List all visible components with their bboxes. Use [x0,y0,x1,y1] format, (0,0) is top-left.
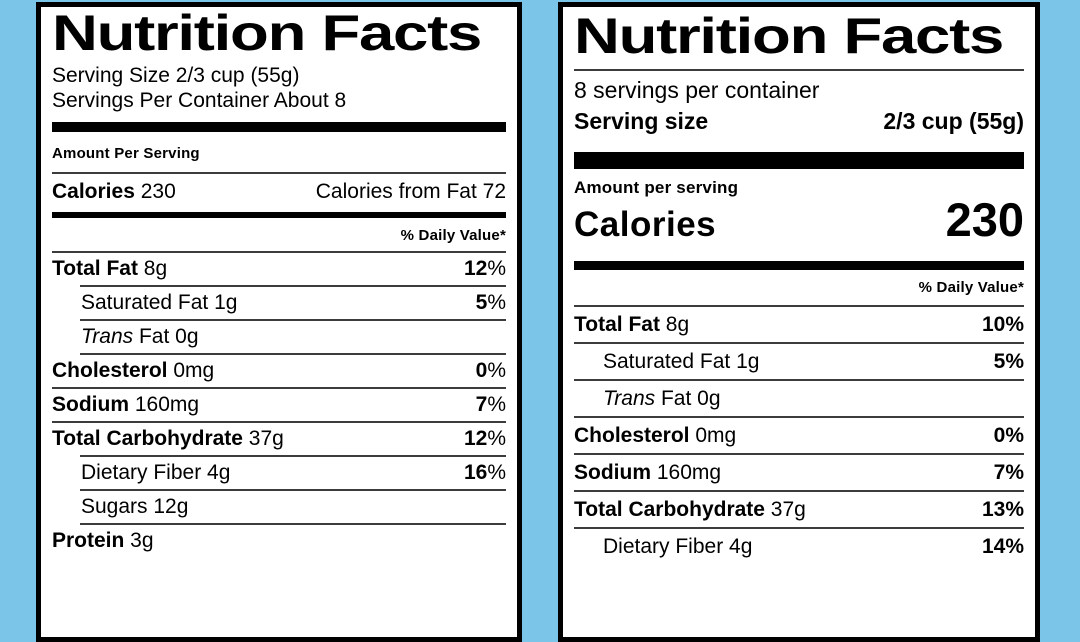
new-calories-label: Calories [574,205,717,244]
hairline-divider [52,172,506,174]
old-calories-row: Calories 230 Calories from Fat 72 [52,174,506,211]
nutrient-name: Saturated Fat 1g [603,349,760,373]
nutrient-name: Trans Fat 0g [81,325,199,348]
nutrient-name: Dietary Fiber 4g [603,534,753,558]
nutrient-name: Dietary Fiber 4g [81,461,231,484]
nutrient-row: Sodium 160mg 7% [574,455,1024,490]
medium-divider [574,261,1024,270]
nutrient-row: Trans Fat 0g [52,321,506,353]
old-serving-size-line: Serving Size 2/3 cup (55g) [52,64,300,87]
nutrient-hairline-divider [574,342,1024,344]
old-nutrition-label-panel: Nutrition Facts Serving Size 2/3 cup (55… [36,2,522,642]
new-calories-value: 230 [945,193,1024,246]
nutrient-row: Cholesterol 0mg 0% [574,418,1024,453]
nutrient-name: Total Fat 8g [52,257,168,280]
nutrient-name: Total Carbohydrate 37g [52,427,284,450]
hairline-divider [574,305,1024,307]
old-calories-label: Calories [52,180,135,203]
nutrient-hairline-divider [80,285,506,287]
daily-value-percent: 0% [475,359,506,382]
old-label-title: Nutrition Facts [52,5,482,61]
nutrient-row: Sugars 12g [52,491,506,523]
daily-value-percent: 12% [463,427,506,450]
nutrient-name: Cholesterol 0mg [52,359,215,382]
medium-divider [52,212,506,218]
old-nutrient-rows: Total Fat 8g 12% Saturated Fat 1g 5% Trans F… [52,253,506,557]
nutrient-row: Dietary Fiber 4g 16% [52,457,506,489]
nutrient-name: Trans Fat 0g [603,386,721,410]
nutrient-hairline-divider [574,527,1024,529]
nutrient-name: Cholesterol 0mg [574,423,737,447]
nutrient-row: Cholesterol 0mg 0% [52,355,506,387]
nutrient-hairline-divider [574,490,1024,492]
nutrient-hairline-divider [52,421,506,423]
daily-value-percent: 10% [981,312,1024,336]
nutrient-name: Sodium 160mg [574,460,722,484]
nutrient-hairline-divider [80,523,506,525]
nutrient-hairline-divider [574,379,1024,381]
old-servings-per-container-line: Servings Per Container About 8 [52,89,347,112]
nutrient-name: Total Fat 8g [574,312,690,336]
old-calories-value: 230 [140,180,176,203]
new-nutrition-label-panel: Nutrition Facts 8 servings per container… [558,2,1040,642]
new-serving-size-label: Serving size [574,108,709,134]
daily-value-percent: 0% [993,423,1024,447]
nutrient-name: Sugars 12g [81,495,189,518]
daily-value-percent: 7% [475,393,506,416]
daily-value-percent: 14% [981,534,1024,558]
old-amount-per-serving-label: Amount Per Serving [52,145,200,162]
new-label-title: Nutrition Facts [574,8,1004,64]
nutrient-row: Total Fat 8g 10% [574,307,1024,342]
new-nutrient-rows: Total Fat 8g 10% Saturated Fat 1g 5% Trans F… [574,307,1024,564]
new-daily-value-header: % Daily Value* [918,279,1024,296]
nutrient-row: Trans Fat 0g [574,381,1024,416]
nutrient-row: Total Carbohydrate 37g 12% [52,423,506,455]
old-calories-text: Calories 230 [52,180,176,204]
nutrient-hairline-divider [80,489,506,491]
daily-value-percent: 16% [463,461,506,484]
extra-thick-divider [574,152,1024,169]
thick-divider [52,122,506,132]
nutrient-name: Total Carbohydrate 37g [574,497,806,521]
new-calories-row: Calories 230 [574,196,1024,249]
nutrient-name: Saturated Fat 1g [81,291,238,314]
nutrient-hairline-divider [52,387,506,389]
nutrient-hairline-divider [80,455,506,457]
nutrient-row: Sodium 160mg 7% [52,389,506,421]
daily-value-percent: 5% [475,291,506,314]
new-servings-per-container-line: 8 servings per container [574,77,820,103]
old-daily-value-header: % Daily Value* [400,227,506,244]
nutrient-row: Dietary Fiber 4g 14% [574,529,1024,564]
daily-value-percent: 12% [463,257,506,280]
nutrient-row: Total Fat 8g 12% [52,253,506,285]
nutrient-hairline-divider [80,353,506,355]
nutrient-row: Protein 3g [52,525,506,557]
daily-value-percent: 7% [993,460,1024,484]
hairline-divider [52,251,506,253]
nutrient-row: Saturated Fat 1g 5% [52,287,506,319]
new-amount-per-serving-label: Amount per serving [574,178,739,197]
nutrient-hairline-divider [574,416,1024,418]
new-serving-size-value: 2/3 cup (55g) [883,108,1024,134]
nutrient-name: Sodium 160mg [52,393,200,416]
hairline-divider [574,69,1024,71]
daily-value-percent: 13% [981,497,1024,521]
nutrient-name: Protein 3g [52,529,154,552]
nutrient-row: Saturated Fat 1g 5% [574,344,1024,379]
nutrient-hairline-divider [80,319,506,321]
old-calories-from-fat: Calories from Fat 72 [315,180,506,203]
new-serving-size-row: Serving size 2/3 cup (55g) [574,107,1024,135]
nutrient-hairline-divider [574,453,1024,455]
nutrient-row: Total Carbohydrate 37g 13% [574,492,1024,527]
daily-value-percent: 5% [993,349,1024,373]
